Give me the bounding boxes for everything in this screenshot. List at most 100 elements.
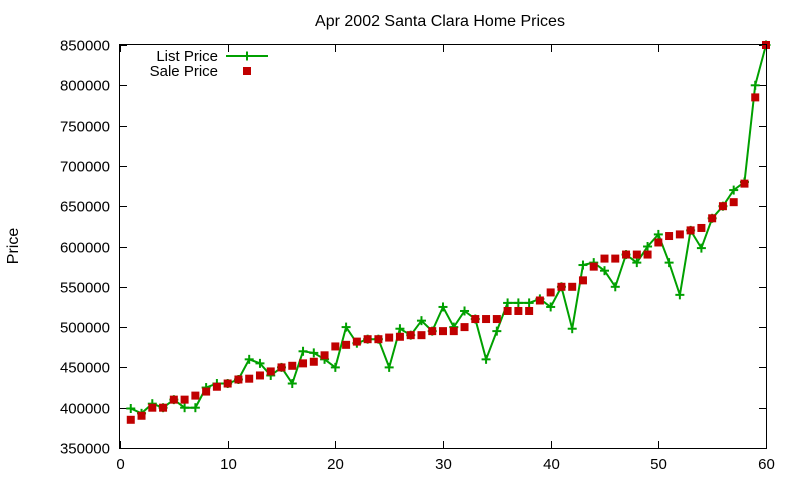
sale-price-point [675, 230, 684, 239]
list-price-point [729, 185, 739, 195]
sale-price-point [180, 395, 189, 404]
sale-price-point [482, 315, 491, 324]
list-price-point [309, 348, 319, 358]
sale-price-point [460, 323, 469, 332]
y-tick-label: 650000 [60, 199, 110, 216]
list-price-point [126, 404, 136, 414]
sale-price-point [352, 337, 361, 346]
sale-price-point [665, 232, 674, 241]
sale-price-point [697, 223, 706, 232]
sale-price-point [266, 367, 275, 376]
list-price-point [438, 302, 448, 312]
sale-price-point [568, 282, 577, 291]
y-axis-label: Price [5, 228, 22, 265]
sale-price-point [439, 327, 447, 336]
plot-frame [119, 44, 767, 449]
list-price-point [341, 322, 351, 332]
sale-price-point [729, 198, 738, 207]
y-tick-label: 800000 [60, 78, 110, 95]
sale-price-point [191, 391, 200, 400]
y-tick-label: 600000 [60, 240, 110, 257]
sale-price-point [740, 179, 749, 188]
sale-price-point [234, 375, 243, 384]
sale-price-point [331, 342, 340, 351]
list-price-point [524, 298, 534, 308]
list-price-point [416, 316, 426, 326]
y-tick-label: 500000 [60, 320, 110, 337]
list-price-point [610, 282, 620, 292]
y-tick-label: 400000 [60, 401, 110, 418]
x-tick-label: 30 [435, 456, 452, 473]
sale-price-point [309, 357, 318, 366]
sale-price-point [255, 371, 264, 380]
sale-price-point [471, 315, 480, 324]
list-price-point [696, 243, 706, 253]
sale-price-point [686, 226, 695, 235]
x-tick-label: 60 [758, 456, 775, 473]
x-tick-label: 10 [220, 456, 237, 473]
sale-price-point [578, 276, 587, 285]
sale-price-point [137, 411, 146, 420]
x-tick-label: 20 [327, 456, 344, 473]
y-tick-label: 850000 [60, 38, 110, 55]
sale-price-point [342, 340, 351, 349]
y-tick-label: 750000 [60, 119, 110, 136]
list-price-point [675, 290, 685, 300]
sale-price-point [557, 282, 566, 291]
list-price-point [395, 324, 405, 334]
sale-price-point [374, 335, 383, 344]
list-price-point [632, 258, 642, 268]
list-price-point [481, 354, 491, 364]
legend-label-sale-price: Sale Price [150, 63, 218, 80]
list-price-point [503, 298, 513, 308]
list-price-point [298, 346, 308, 356]
list-price-point [287, 379, 297, 389]
sale-price-point [589, 262, 598, 271]
sale-price-point [406, 331, 415, 340]
sale-price-point [492, 315, 501, 324]
sale-price-point [708, 214, 717, 223]
sale-price-point [417, 331, 426, 340]
y-tick-label: 550000 [60, 280, 110, 297]
list-price-point [384, 362, 394, 372]
sale-price-point [449, 327, 458, 336]
sale-price-point [546, 288, 555, 297]
plot-area [126, 40, 771, 424]
list-price-point [513, 298, 523, 308]
sale-price-point [428, 327, 437, 336]
sale-price-point [503, 306, 512, 315]
list-price-point [460, 306, 470, 316]
sale-price-point [148, 403, 157, 412]
sale-price-point [611, 254, 620, 263]
sale-price-point [223, 379, 232, 388]
sale-price-point [169, 395, 178, 404]
list-price-point [578, 260, 588, 270]
sale-price-point [622, 250, 631, 259]
sale-price-point [159, 403, 168, 412]
legend-swatch-sale [243, 67, 251, 75]
sale-price-point [363, 335, 372, 344]
list-price-point [567, 324, 577, 334]
sale-price-point [277, 363, 286, 372]
list-price-point [244, 354, 254, 364]
chart-title: Apr 2002 Santa Clara Home Prices [315, 13, 565, 30]
sale-price-point [126, 415, 135, 424]
y-tick-label: 450000 [60, 360, 110, 377]
list-price-point [750, 80, 760, 90]
list-price-point [255, 358, 265, 368]
sale-price-point [288, 361, 297, 370]
sale-price-point [654, 238, 663, 247]
sale-price-point [202, 387, 211, 396]
sale-price-point [245, 374, 254, 383]
sale-price-point [212, 382, 221, 391]
list-price-point [190, 403, 200, 413]
x-tick-label: 40 [543, 456, 560, 473]
sale-price-point [535, 296, 544, 305]
sale-price-point [718, 202, 727, 211]
x-tick-label: 0 [116, 456, 124, 473]
list-price-point [653, 229, 663, 239]
y-tick-label: 700000 [60, 159, 110, 176]
